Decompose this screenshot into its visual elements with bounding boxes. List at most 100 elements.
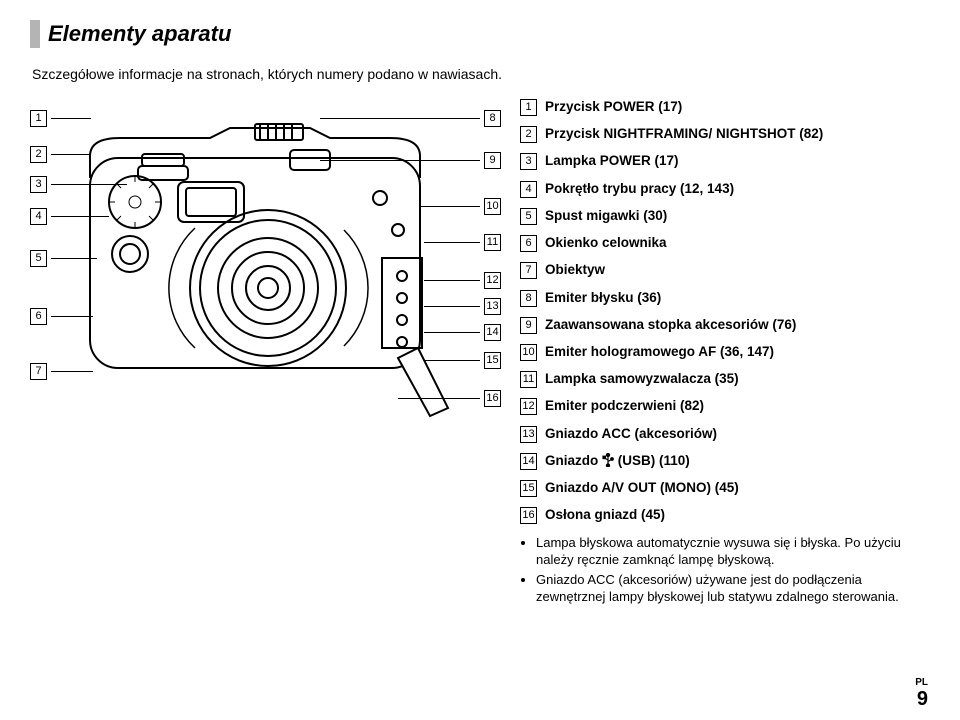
legend-row: 5 Spust migawki (30) [520,207,930,225]
legend-number-box: 15 [520,480,537,497]
diagram-callout-right: 15 [424,352,501,369]
legend-number-box: 5 [520,208,537,225]
diagram-callout-left: 5 [30,250,97,267]
leader-line [424,242,480,243]
leader-line [51,371,93,372]
leader-line [51,154,91,155]
legend-row: 6 Okienko celownika [520,234,930,252]
legend-text: Pokrętło trybu pracy (12, 143) [545,180,734,198]
legend-row: 16Osłona gniazd (45) [520,506,930,524]
leader-line [424,280,480,281]
legend-text: Przycisk POWER (17) [545,98,682,116]
diagram-callout-right: 11 [424,234,501,251]
legend-text: Gniazdo ACC (akcesoriów) [545,425,717,443]
title-row: Elementy aparatu [30,20,930,48]
leader-line [420,206,480,207]
legend-column: 1Przycisk POWER (17) 2 Przycisk NIGHTFRAMI… [520,98,930,608]
callout-number-box: 6 [30,308,47,325]
callout-number-box: 5 [30,250,47,267]
legend-number-box: 2 [520,126,537,143]
camera-diagram: 1234567 8910111213141516 [30,98,500,438]
legend-text: Gniazdo (USB) (110) [545,452,690,470]
leader-line [51,216,109,217]
legend-text: Okienko celownika [545,234,667,252]
leader-line [424,306,480,307]
diagram-callout-left: 6 [30,308,93,325]
callout-number-box: 14 [484,324,501,341]
leader-line [424,360,480,361]
legend-text: Emiter błysku (36) [545,289,661,307]
legend-row: 4 Pokrętło trybu pracy (12, 143) [520,180,930,198]
diagram-callout-right: 13 [424,298,501,315]
leader-line [51,316,93,317]
legend-row: 13 Gniazdo ACC (akcesoriów) [520,425,930,443]
diagram-callout-right: 12 [424,272,501,289]
callout-number-box: 11 [484,234,501,251]
legend-number-box: 9 [520,317,537,334]
leader-line [424,332,480,333]
page-title: Elementy aparatu [48,21,231,47]
legend-row: 10Emiter hologramowego AF (36, 147) [520,343,930,361]
legend-number-box: 13 [520,426,537,443]
note-item: Lampa błyskowa automatycznie wysuwa się … [536,534,930,569]
legend-text: Emiter hologramowego AF (36, 147) [545,343,774,361]
callout-number-box: 1 [30,110,47,127]
diagram-callout-left: 4 [30,208,109,225]
diagram-callout-left: 7 [30,363,93,380]
legend-text: Przycisk NIGHTFRAMING/ NIGHTSHOT (82) [545,125,823,143]
legend-row: 2 Przycisk NIGHTFRAMING/ NIGHTSHOT (82) [520,125,930,143]
leader-line [51,258,97,259]
diagram-callout-left: 1 [30,110,91,127]
leader-line [320,118,480,119]
legend-text: Lampka POWER (17) [545,152,679,170]
footer-page: 9 [915,688,928,710]
diagram-callout-right: 10 [420,198,501,215]
callout-number-box: 12 [484,272,501,289]
camera-svg [30,98,500,438]
legend-text: Obiektyw [545,261,605,279]
page-footer: PL 9 [915,677,928,710]
diagram-callout-left: 3 [30,176,127,193]
callout-number-box: 16 [484,390,501,407]
legend-text: Emiter podczerwieni (82) [545,397,704,415]
leader-line [51,118,91,119]
callout-number-box: 15 [484,352,501,369]
legend-number-box: 7 [520,262,537,279]
legend-text: Spust migawki (30) [545,207,667,225]
callout-number-box: 9 [484,152,501,169]
legend-number-box: 12 [520,398,537,415]
legend-row: 1Przycisk POWER (17) [520,98,930,116]
callout-number-box: 4 [30,208,47,225]
legend-text: Osłona gniazd (45) [545,506,665,524]
legend-row: 12 Emiter podczerwieni (82) [520,397,930,415]
note-item: Gniazdo ACC (akcesoriów) używane jest do… [536,571,930,606]
diagram-callout-right: 8 [320,110,501,127]
legend-row: 9 Zaawansowana stopka akcesoriów (76) [520,316,930,334]
legend-row: 3Lampka POWER (17) [520,152,930,170]
callout-number-box: 10 [484,198,501,215]
legend-number-box: 11 [520,371,537,388]
diagram-callout-left: 2 [30,146,91,163]
title-accent-bar [30,20,40,48]
callout-number-box: 8 [484,110,501,127]
notes-list: Lampa błyskowa automatycznie wysuwa się … [520,534,930,606]
legend-text: Zaawansowana stopka akcesoriów (76) [545,316,796,334]
leader-line [398,398,480,399]
diagram-callout-right: 9 [320,152,501,169]
legend-row: 15Gniazdo A/V OUT (MONO) (45) [520,479,930,497]
legend-row: 14Gniazdo (USB) (110) [520,452,930,470]
callout-number-box: 7 [30,363,47,380]
diagram-callout-right: 14 [424,324,501,341]
callout-number-box: 2 [30,146,47,163]
leader-line [51,184,127,185]
legend-number-box: 6 [520,235,537,252]
legend-number-box: 8 [520,290,537,307]
callout-number-box: 13 [484,298,501,315]
diagram-column: 1234567 8910111213141516 [30,98,500,608]
callout-number-box: 3 [30,176,47,193]
leader-line [320,160,480,161]
legend-row: 8 Emiter błysku (36) [520,289,930,307]
subtitle: Szczegółowe informacje na stronach, któr… [32,66,930,82]
legend-number-box: 4 [520,181,537,198]
legend-row: 7 Obiektyw [520,261,930,279]
